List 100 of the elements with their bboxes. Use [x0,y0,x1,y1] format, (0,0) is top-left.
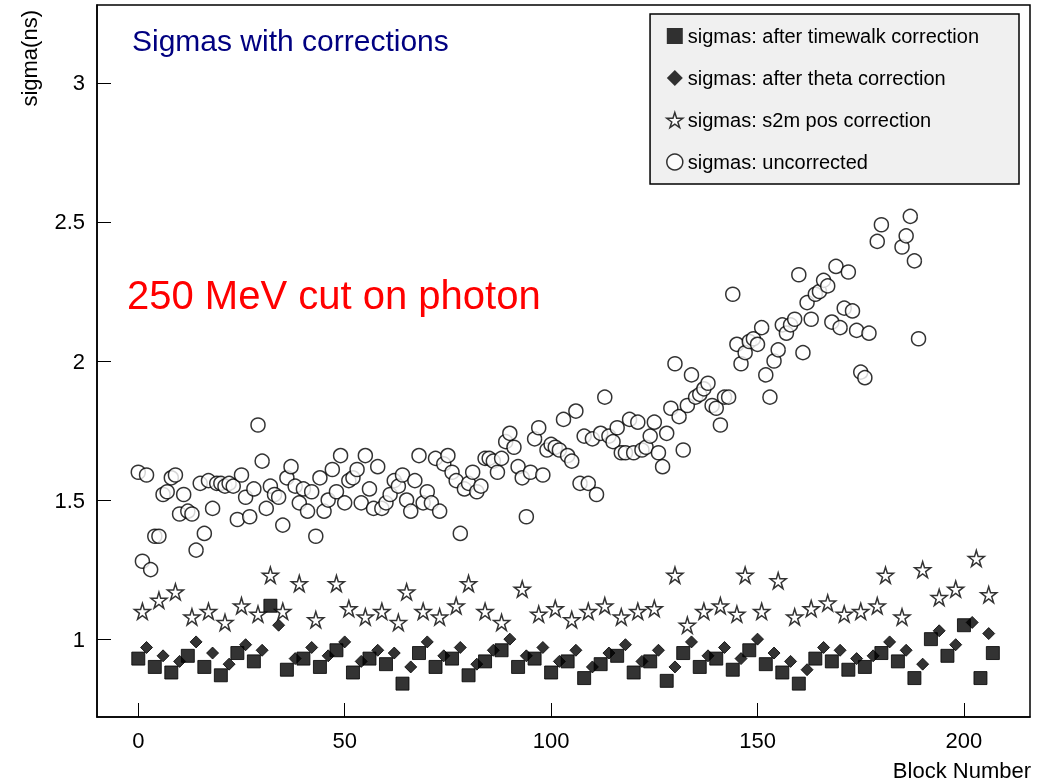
point [585,660,599,674]
point [513,580,531,598]
point [767,646,781,660]
point [420,635,434,649]
point [728,605,746,623]
point [752,602,771,621]
point [985,646,1000,661]
point [503,632,517,646]
point [577,671,592,686]
point [701,649,715,663]
text: Sigmas with corrections [132,23,449,57]
point [470,657,484,671]
point [676,646,691,661]
point [635,654,649,668]
point [437,649,451,663]
point [305,640,319,654]
point [883,635,897,649]
point [982,627,996,641]
point [666,566,684,584]
point [946,580,965,598]
point [684,635,698,649]
point [923,632,938,647]
point [769,571,787,590]
point [835,605,853,623]
point [569,643,583,657]
x-tick-label: 150 [739,727,776,753]
point [239,638,253,652]
point [734,652,748,666]
point [189,635,203,649]
legend-label: sigmas: after timewalk correction [687,25,979,47]
point [389,613,408,632]
point [775,665,790,680]
point [742,643,757,658]
point [979,585,998,604]
point [307,610,325,629]
point [544,665,559,680]
point [378,657,393,672]
point [274,602,292,621]
point [890,654,905,669]
point [932,624,946,638]
point [668,660,682,674]
point [263,598,278,613]
point [618,638,632,652]
point [736,566,754,584]
point [785,608,804,626]
point [199,602,218,621]
legend-label: sigmas: after theta correction [687,67,946,89]
point [850,652,864,666]
point [255,643,269,657]
point [967,549,986,568]
point [147,659,162,674]
point [230,646,245,661]
point [626,665,641,680]
point [428,659,443,674]
point [246,654,261,669]
point [546,599,564,618]
point [751,632,765,646]
point [818,594,837,612]
point [529,605,548,623]
point [851,602,870,621]
point [249,605,267,623]
point [930,588,948,607]
point [222,657,236,671]
point [232,597,251,615]
point [949,638,963,652]
point [893,608,911,626]
point [345,665,360,680]
point [173,654,187,668]
point [536,640,550,654]
point [899,643,913,657]
point [579,602,598,621]
point [802,599,820,618]
point [213,668,228,683]
point [312,659,327,674]
point [164,665,179,680]
point [511,659,526,674]
point [876,566,895,584]
legend-label: sigmas: uncorrected [687,151,868,173]
point [412,646,427,661]
point [216,613,234,632]
point [519,649,533,663]
point [395,676,410,691]
point [857,659,872,674]
point [321,649,335,663]
point [866,649,880,663]
point [645,599,664,618]
x-tick-label: 100 [532,727,570,753]
point [695,602,713,621]
point [659,673,674,688]
point [596,597,614,615]
y-tick-label: 2 [72,348,85,374]
point [290,574,309,593]
point [800,663,814,677]
point [602,646,616,660]
point [841,662,856,677]
point [824,654,839,669]
point [373,602,391,621]
point [552,654,566,668]
point [725,662,740,677]
point [913,560,932,579]
